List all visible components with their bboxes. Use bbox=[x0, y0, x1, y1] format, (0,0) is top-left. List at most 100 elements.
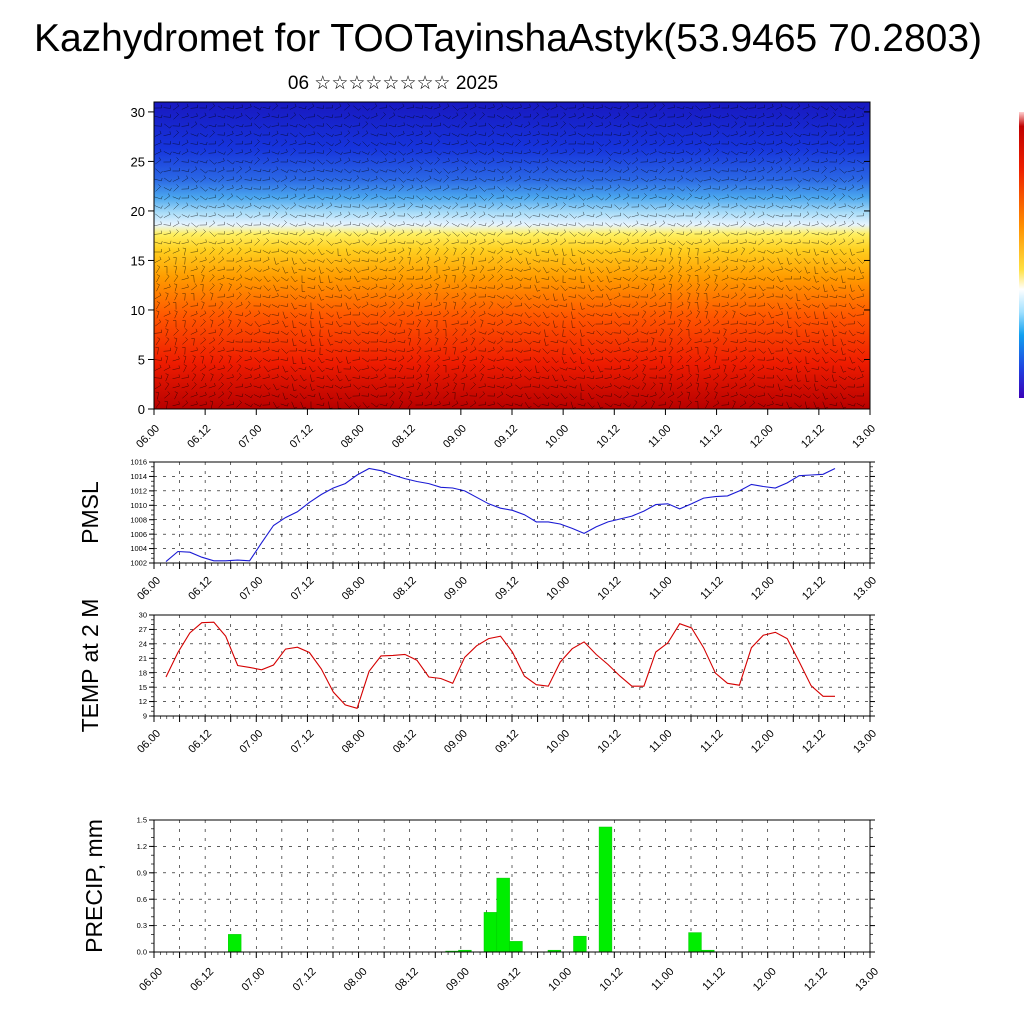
wind-barb bbox=[182, 330, 188, 336]
wind-barb-flag bbox=[210, 292, 214, 294]
wind-barb-flag bbox=[376, 126, 379, 129]
wind-barb-flag bbox=[230, 328, 233, 331]
wind-barb-flag bbox=[491, 256, 494, 260]
wind-barb-flag bbox=[287, 385, 289, 389]
wind-barb-flag bbox=[790, 251, 793, 255]
wind-barb bbox=[290, 285, 296, 291]
wind-barb bbox=[856, 277, 864, 281]
wind-barb-flag bbox=[258, 328, 261, 332]
wind-barb bbox=[298, 269, 306, 271]
wind-barb bbox=[181, 106, 189, 110]
wind-barb-flag bbox=[357, 130, 360, 134]
wind-barb bbox=[487, 377, 495, 379]
wind-barb-flag bbox=[287, 231, 289, 235]
wind-barb-flag bbox=[682, 223, 685, 227]
wind-barb bbox=[451, 295, 459, 299]
wind-barb-flag bbox=[653, 247, 656, 250]
wind-barb bbox=[838, 296, 846, 298]
wind-barb-flag bbox=[367, 108, 370, 111]
wind-barb bbox=[406, 349, 414, 353]
wind-barb-flag bbox=[529, 306, 532, 309]
wind-barb-flag bbox=[222, 166, 225, 170]
wind-barb bbox=[748, 107, 756, 109]
wind-barb-flag bbox=[359, 222, 361, 226]
wind-barb bbox=[452, 330, 458, 336]
wind-barb-flag bbox=[166, 274, 170, 277]
wind-barb-flag bbox=[862, 359, 865, 363]
wind-barb bbox=[173, 159, 179, 165]
wind-barb bbox=[659, 168, 665, 174]
wind-barb-flag bbox=[349, 233, 352, 237]
wind-barb-flag bbox=[716, 148, 719, 151]
wind-barb bbox=[740, 285, 746, 291]
wind-barb bbox=[362, 141, 368, 147]
wind-barb-flag bbox=[665, 178, 667, 182]
wind-barb-flag bbox=[474, 301, 477, 305]
wind-barb-flag bbox=[258, 211, 261, 215]
wind-barb-flag bbox=[798, 220, 801, 224]
wind-barb-flag bbox=[626, 202, 630, 206]
wind-barb bbox=[415, 313, 423, 317]
wind-barb bbox=[561, 248, 565, 256]
wind-barb-flag bbox=[825, 361, 829, 364]
wind-barb-flag bbox=[655, 302, 657, 306]
wind-barb bbox=[856, 231, 864, 237]
wind-barb bbox=[487, 313, 495, 317]
wind-barb-flag bbox=[160, 221, 162, 225]
wind-barb-flag bbox=[735, 247, 738, 251]
wind-barb bbox=[487, 330, 495, 336]
wind-barb-flag bbox=[392, 301, 395, 304]
wind-barb-flag bbox=[357, 324, 361, 328]
wind-barb-flag bbox=[403, 143, 406, 147]
wind-barb-flag bbox=[853, 107, 856, 111]
wind-barb-flag bbox=[746, 115, 748, 119]
wind-barb bbox=[586, 259, 594, 263]
wind-barb bbox=[235, 304, 243, 308]
wind-barb-flag bbox=[563, 112, 566, 115]
wind-barb bbox=[451, 143, 459, 145]
wind-barb-flag bbox=[790, 135, 793, 138]
wind-barb bbox=[397, 160, 405, 164]
wind-barb bbox=[667, 169, 675, 173]
wind-barb-flag bbox=[367, 287, 370, 290]
wind-barb-flag bbox=[212, 247, 215, 250]
wind-barb-flag bbox=[556, 160, 559, 164]
wind-barb-flag bbox=[669, 337, 673, 339]
wind-barb bbox=[658, 341, 666, 343]
wind-barb-flag bbox=[437, 157, 440, 160]
wind-barb bbox=[613, 376, 621, 380]
wind-barb-flag bbox=[503, 142, 505, 146]
wind-barb bbox=[568, 187, 576, 191]
wind-barb bbox=[334, 134, 342, 136]
wind-barb-flag bbox=[430, 239, 432, 243]
wind-barb-flag bbox=[591, 352, 595, 355]
wind-barb-flag bbox=[429, 382, 432, 386]
wind-barb bbox=[568, 375, 576, 381]
wind-barb-flag bbox=[457, 239, 459, 243]
wind-barb bbox=[768, 311, 772, 319]
wind-barb bbox=[343, 196, 351, 200]
wind-barb bbox=[670, 311, 672, 319]
wind-barb bbox=[524, 375, 530, 381]
wind-barb bbox=[785, 339, 791, 345]
wind-barb-flag bbox=[752, 364, 755, 367]
wind-barb bbox=[596, 285, 602, 291]
wind-barb bbox=[669, 374, 673, 382]
wind-barb bbox=[361, 170, 369, 172]
wind-barb-flag bbox=[385, 302, 387, 306]
wind-barb bbox=[181, 205, 189, 209]
wind-barb-flag bbox=[471, 337, 475, 340]
wind-barb bbox=[838, 331, 846, 335]
wind-barb bbox=[785, 195, 791, 201]
wind-barb bbox=[271, 116, 279, 118]
wind-barb bbox=[559, 132, 567, 138]
wind-barb-flag bbox=[359, 160, 361, 164]
wind-barb-flag bbox=[445, 247, 449, 250]
wind-barb-flag bbox=[331, 261, 334, 264]
wind-barb-flag bbox=[601, 143, 604, 147]
wind-barb bbox=[316, 107, 324, 109]
wind-barb-flag bbox=[781, 205, 784, 209]
wind-barb bbox=[235, 213, 243, 219]
wind-barb-flag bbox=[583, 224, 586, 228]
wind-barb bbox=[714, 356, 718, 364]
